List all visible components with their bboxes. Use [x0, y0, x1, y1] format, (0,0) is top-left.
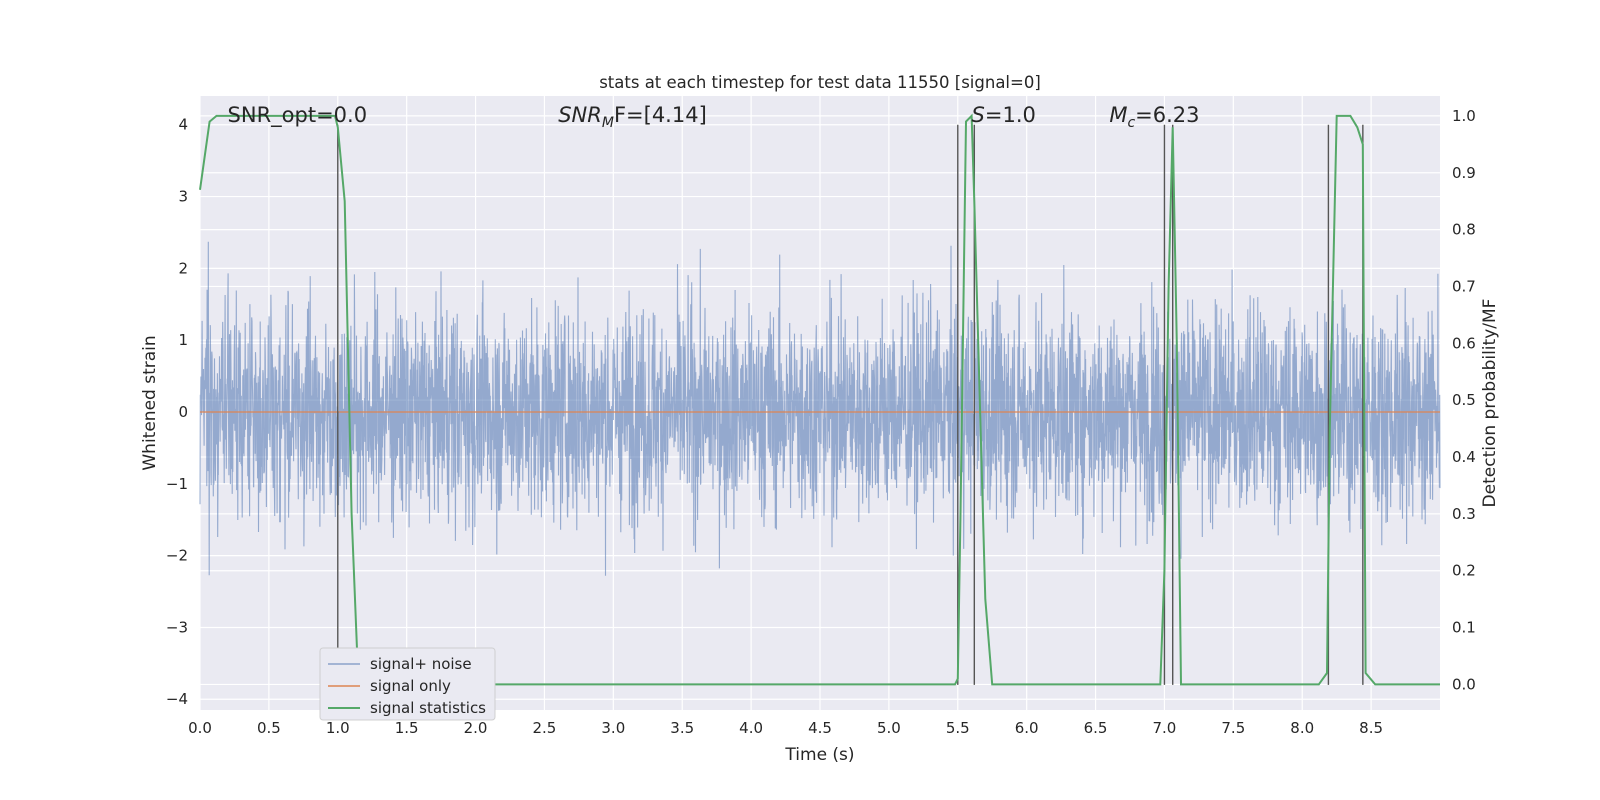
y2-tick-label: 0.0: [1452, 675, 1476, 693]
y-axis-label: Whitened strain: [140, 335, 160, 470]
y2-tick-label: 0.4: [1452, 448, 1476, 466]
annotation-1: SNRMF=[4.14]: [558, 103, 707, 131]
annotation-3: Mc=6.23: [1109, 103, 1199, 131]
annotations: SNR_opt=0.0 SNRMF=[4.14] S=1.0 Mc=6.23: [228, 103, 1200, 131]
x-tick-label: 4.5: [808, 719, 832, 737]
y2-tick-label: 1.0: [1452, 107, 1476, 125]
y-tick-label: −1: [166, 475, 188, 493]
annotation-0: SNR_opt=0.0: [228, 103, 368, 128]
x-tick-label: 5.5: [946, 719, 970, 737]
x-tick-label: 2.0: [464, 719, 488, 737]
x-tick-label: 8.5: [1359, 719, 1383, 737]
x-tick-label: 2.5: [533, 719, 557, 737]
noise-line: [199, 241, 1441, 576]
y-tick-label: −4: [166, 690, 188, 708]
y2-tick-label: 0.2: [1452, 562, 1476, 580]
y2-tick-label: 0.1: [1452, 619, 1476, 637]
legend-label: signal statistics: [370, 699, 486, 717]
y-tick-label: 3: [178, 188, 188, 206]
x-tick-label: 0.5: [257, 719, 281, 737]
x-tick-label: 1.5: [395, 719, 419, 737]
chart-title: stats at each timestep for test data 115…: [599, 73, 1041, 92]
x-tick-label: 3.5: [670, 719, 694, 737]
y-tick-label: 2: [178, 259, 188, 277]
y2-tick-label: 0.8: [1452, 221, 1476, 239]
legend-box: [319, 647, 496, 721]
x-tick-label: 7.5: [1221, 719, 1245, 737]
x-axis-label: Time (s): [784, 745, 854, 765]
x-tick-label: 6.5: [1084, 719, 1108, 737]
x-tick-label: 0.0: [188, 719, 212, 737]
signal-statistics-line: [199, 113, 1440, 686]
y2-tick-label: 0.3: [1452, 505, 1476, 523]
x-tick-labels: 0.0 0.5 1.0 1.5 2.0 2.5 3.0 3.5 4.0 4.5 5.0 5.5 6.0 6…: [188, 719, 1383, 737]
x-tick-label: 1.0: [326, 719, 350, 737]
y2-axis-label: Detection probability/MF: [1480, 299, 1500, 508]
y-tick-label: −2: [166, 547, 188, 565]
x-tick-label: 3.0: [601, 719, 625, 737]
x-tick-label: 8.0: [1290, 719, 1314, 737]
y2-tick-label: 0.7: [1452, 277, 1476, 295]
y-tick-label: 1: [178, 331, 188, 349]
annotation-2: S=1.0: [972, 103, 1036, 127]
x-tick-label: 5.0: [877, 719, 901, 737]
y2-tick-label: 0.6: [1452, 334, 1476, 352]
y-tick-label: 0: [178, 403, 188, 421]
legend-label: signal+ noise: [370, 655, 472, 673]
y2-tick-label: 0.5: [1452, 391, 1476, 409]
y-tick-labels: −4 −3 −2 −1 0 1 2 3 4: [166, 116, 188, 709]
x-tick-label: 4.0: [739, 719, 763, 737]
y2-tick-label: 0.9: [1452, 164, 1476, 182]
y-tick-label: −3: [166, 618, 188, 636]
legend: signal+ noise signal only signal statistic…: [319, 647, 496, 721]
legend-label: signal only: [370, 677, 451, 695]
series-signal-statistics: [199, 113, 1440, 686]
y-tick-label: 4: [178, 116, 188, 134]
x-tick-label: 7.0: [1153, 719, 1177, 737]
y2-tick-labels: 0.0 0.1 0.2 0.3 0.4 0.5 0.6 0.7 0.8 0.9 1.0: [1452, 107, 1476, 694]
x-tick-label: 6.0: [1015, 719, 1039, 737]
series-signal-noise: [199, 241, 1441, 576]
